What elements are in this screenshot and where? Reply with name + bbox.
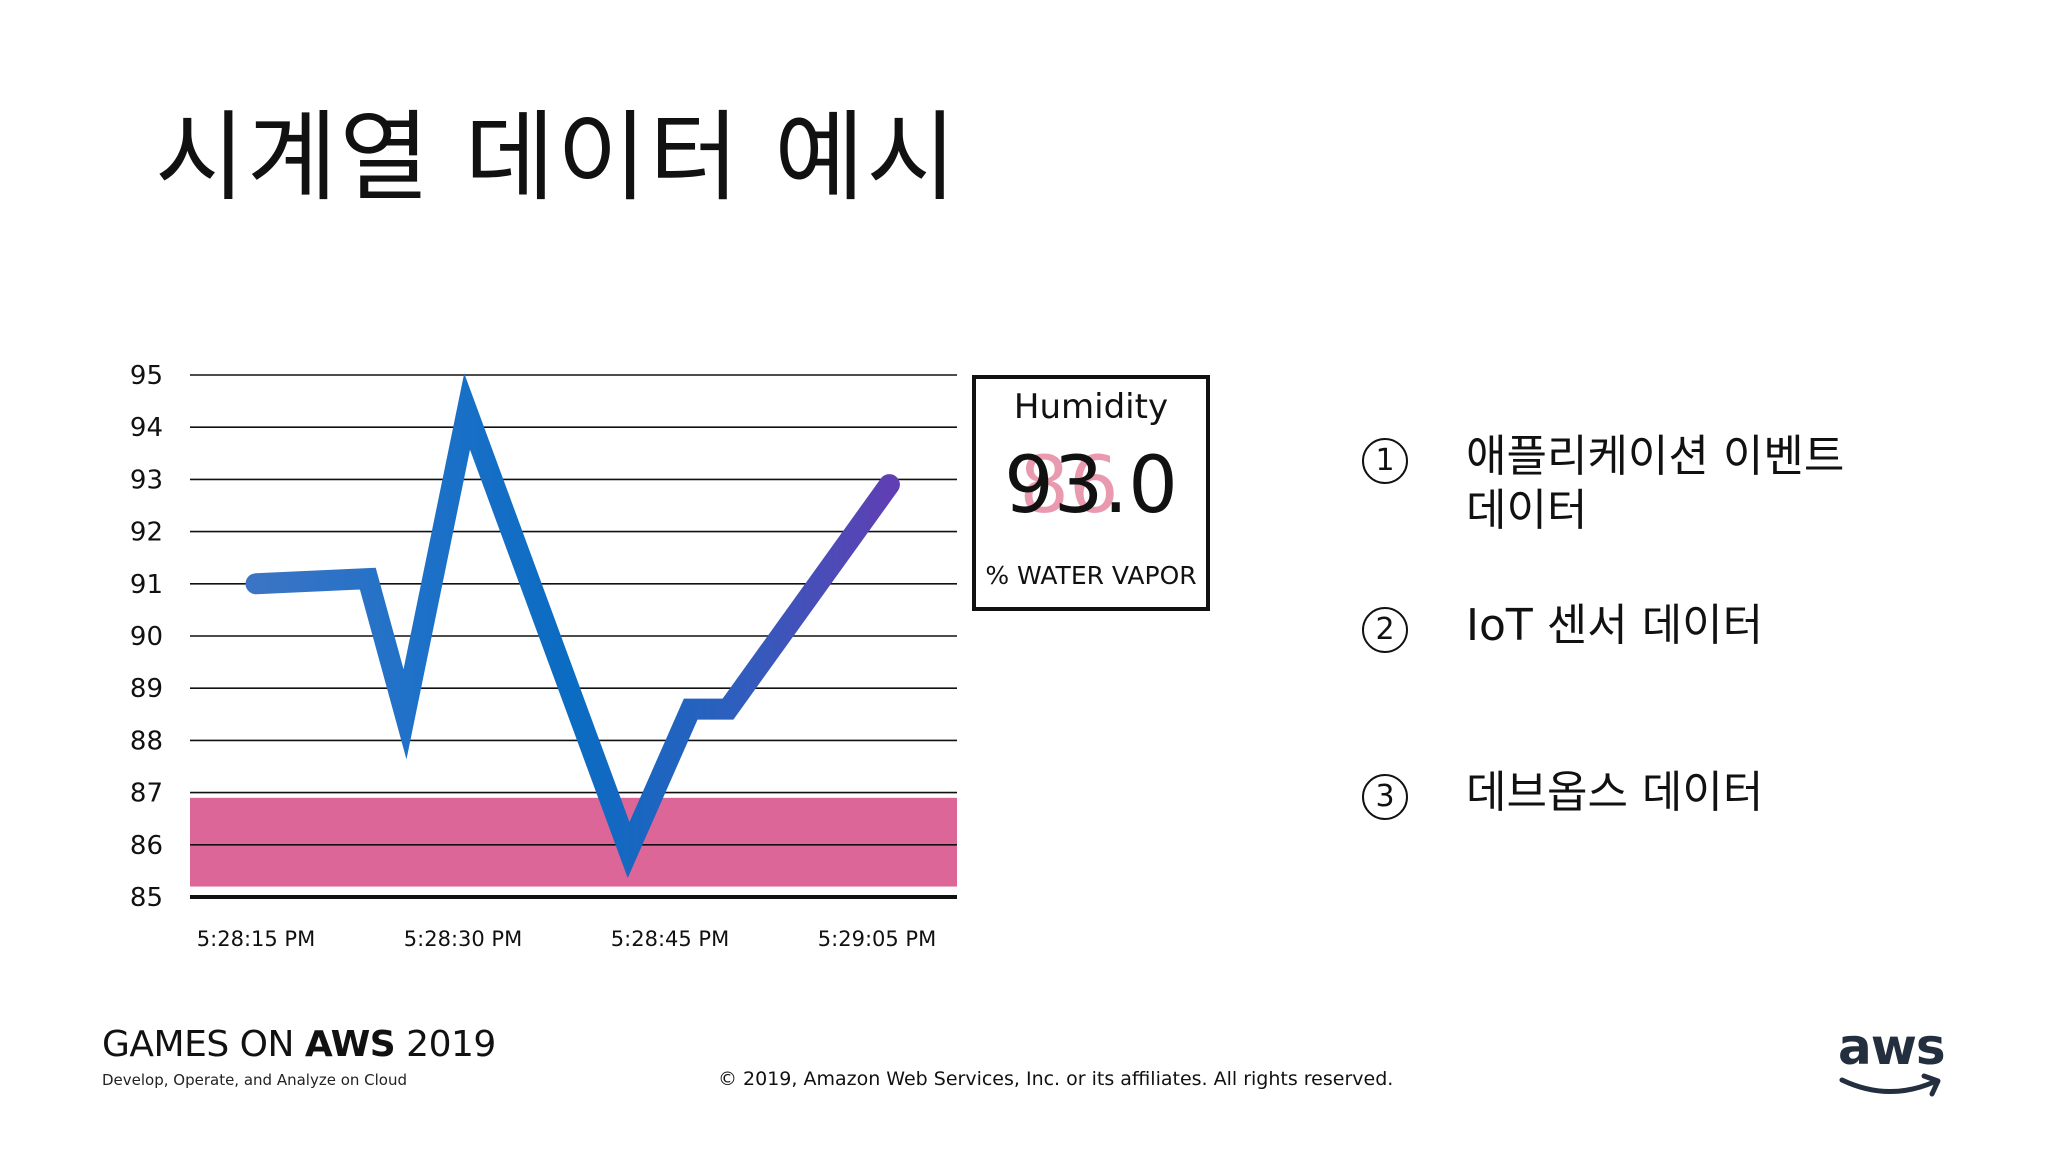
brand-year: 2019 (395, 1024, 496, 1065)
humidity-series-line (245, 373, 900, 879)
list-item-text: IoT 센서 데이터 (1466, 600, 1764, 651)
aws-logo: aws (1838, 1022, 1948, 1104)
list-item-text: 애플리케이션 이벤트 데이터 (1466, 431, 1845, 536)
list-marker-3: 3 (1362, 774, 1408, 820)
aws-logo-text: aws (1838, 1018, 1946, 1076)
y-tick-label: 95 (130, 361, 163, 391)
y-tick-label: 89 (130, 674, 163, 704)
list-marker-2: 2 (1362, 607, 1408, 653)
list-marker-1: 1 (1362, 438, 1408, 484)
x-tick-label: 5:29:05 PM (818, 927, 936, 951)
y-tick-label: 87 (130, 779, 163, 809)
y-tick-label: 85 (130, 883, 163, 913)
readout-ghost-value: 86 (1019, 441, 1119, 531)
copyright-text: © 2019, Amazon Web Services, Inc. or its… (718, 1068, 1394, 1090)
y-tick-label: 92 (130, 518, 163, 548)
x-tick-label: 5:28:15 PM (197, 927, 315, 951)
brand-title: GAMES ON AWS 2019 (102, 1024, 496, 1065)
humidity-readout-box: Humidity 86 93.0 % WATER VAPOR (972, 375, 1210, 611)
x-tick-label: 5:28:45 PM (611, 927, 729, 951)
slide-title: 시계열 데이터 예시 (155, 101, 959, 215)
event-brand: GAMES ON AWS 2019 Develop, Operate, and … (102, 1024, 496, 1089)
brand-tagline: Develop, Operate, and Analyze on Cloud (102, 1071, 408, 1089)
y-tick-label: 94 (130, 413, 163, 443)
y-tick-label: 93 (130, 465, 163, 495)
readout-label: Humidity (1013, 387, 1169, 427)
threshold-band (190, 797, 957, 887)
readout-unit: % WATER VAPOR (985, 561, 1197, 590)
readout-value: 93.0 (1004, 441, 1178, 531)
y-tick-label: 90 (130, 622, 163, 652)
x-tick-label: 5:28:30 PM (404, 927, 522, 951)
aws-smile-icon (1839, 1073, 1941, 1097)
list-item-text: 데브옵스 데이터 (1466, 767, 1764, 818)
brand-prefix: GAMES ON (102, 1024, 305, 1065)
readout-value-stack: 86 93.0 (976, 441, 1206, 537)
y-tick-label: 91 (130, 570, 163, 600)
y-tick-label: 88 (130, 726, 163, 756)
y-tick-label: 86 (130, 831, 163, 861)
brand-bold: AWS (304, 1024, 396, 1065)
